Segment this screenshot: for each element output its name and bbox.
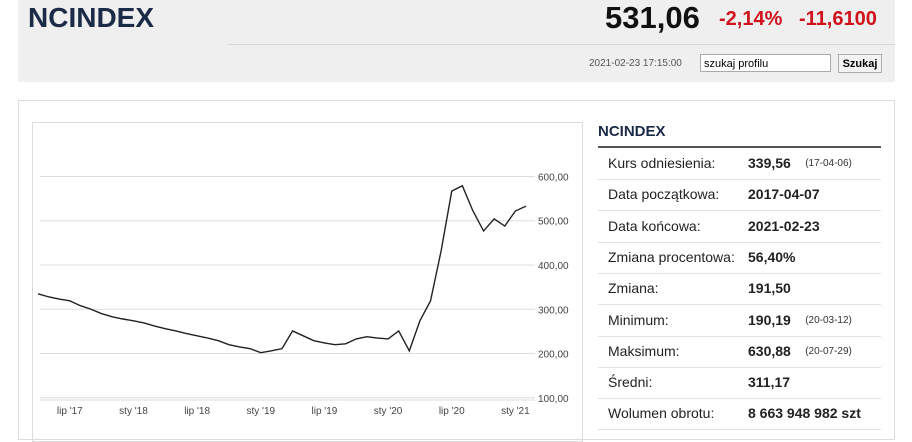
header-bar: NCINDEX 531,06 -2,14% -11,6100 2021-02-2… xyxy=(18,0,895,82)
x-tick-label: lip '17 xyxy=(57,406,83,417)
x-tick-label: lip '18 xyxy=(184,406,210,417)
y-tick-label: 400,00 xyxy=(538,261,569,272)
info-row: Minimum: 190,19 (20-03-12) xyxy=(598,305,881,337)
info-row: Maksimum: 630,88 (20-07-29) xyxy=(598,336,881,368)
row-value: 311,17 xyxy=(748,374,791,391)
info-row: Data końcowa: 2021-02-23 xyxy=(598,211,881,243)
row-value: 56,40% xyxy=(748,248,796,265)
timestamp: 2021-02-23 17:15:00 xyxy=(589,58,682,69)
info-underline xyxy=(598,146,881,148)
info-title: NCINDEX xyxy=(598,123,666,140)
y-tick-label: 600,00 xyxy=(538,172,569,183)
x-tick-label: sty '19 xyxy=(246,406,275,417)
row-label: Kurs odniesienia: xyxy=(608,155,716,171)
row-label: Zmiana procentowa: xyxy=(608,248,735,265)
row-value: 2017-04-07 xyxy=(748,186,820,203)
change-pct: -2,14% xyxy=(719,8,783,30)
row-label: Data początkowa: xyxy=(608,186,720,203)
row-label: Maksimum: xyxy=(608,342,680,359)
y-tick-label: 100,00 xyxy=(538,394,569,405)
x-tick-label: sty '18 xyxy=(119,406,148,417)
row-label: Minimum: xyxy=(608,311,669,328)
row-value: 630,88 xyxy=(748,342,791,359)
search-input[interactable]: szukaj profilu xyxy=(700,54,831,72)
info-row: Wolumen obrotu: 8 663 948 982 szt xyxy=(598,398,881,431)
y-tick-label: 500,00 xyxy=(538,217,569,228)
row-value: 190,19 xyxy=(748,311,791,328)
x-tick-label: lip '20 xyxy=(439,406,465,417)
separator xyxy=(228,44,895,45)
row-date: (20-03-12) xyxy=(805,314,852,326)
info-row: Zmiana: 191,50 xyxy=(598,273,881,306)
info-row: Średni: 311,17 xyxy=(598,367,881,400)
price-line xyxy=(37,184,527,354)
row-label: Zmiana: xyxy=(608,280,659,297)
x-tick-label: sty '20 xyxy=(374,406,403,417)
row-label: Data końcowa: xyxy=(608,217,701,234)
info-row: Data początkowa: 2017-04-07 xyxy=(598,179,881,212)
row-value: 8 663 948 982 szt xyxy=(748,405,861,422)
row-label: Średni: xyxy=(608,374,653,391)
chart: 100,00 200,00 300,00 400,00 500,00 600,00 lip … xyxy=(37,172,569,417)
x-tick-label: lip '19 xyxy=(312,406,338,417)
info-row: Kurs odniesienia: 339,56 (17-04-06) xyxy=(598,148,881,180)
row-value: 2021-02-23 xyxy=(748,217,820,234)
row-value: 191,50 xyxy=(748,280,791,297)
page: NCINDEX 531,06 -2,14% -11,6100 2021-02-2… xyxy=(18,0,895,442)
price: 531,06 xyxy=(605,0,700,35)
row-value: 339,56 xyxy=(748,155,791,171)
row-date: (20-07-29) xyxy=(805,345,852,357)
index-title: NCINDEX xyxy=(28,2,155,33)
row-label: Wolumen obrotu: xyxy=(608,405,715,422)
x-tick-label: sty '21 xyxy=(501,406,530,417)
info-row: Zmiana procentowa: 56,40% xyxy=(598,242,881,274)
search-button[interactable]: Szukaj xyxy=(838,54,882,73)
row-date: (17-04-06) xyxy=(805,158,852,169)
y-tick-label: 300,00 xyxy=(538,305,569,316)
y-tick-label: 200,00 xyxy=(538,350,569,361)
change: -11,6100 xyxy=(799,8,877,30)
